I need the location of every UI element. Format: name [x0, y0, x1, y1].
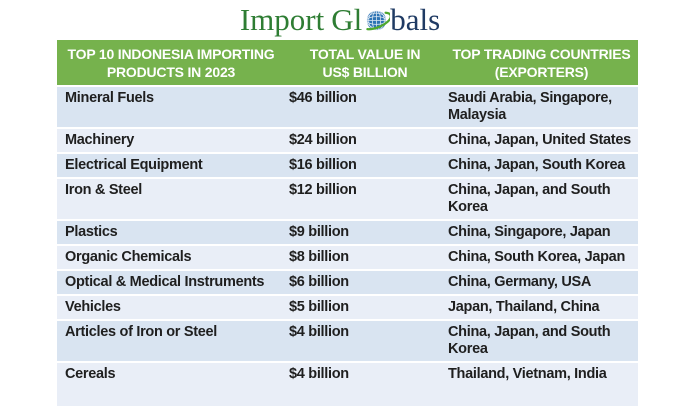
table-row: Mineral Fuels $46 billion Saudi Arabia, … [57, 87, 638, 127]
value-cell: $8 billion [289, 249, 349, 265]
header-products-column: TOP 10 INDONESIA IMPORTING PRODUCTS IN 2… [67, 45, 275, 80]
logo-text-gl: Gl [331, 2, 363, 37]
brand-logo: Import Gl bals [0, 0, 680, 40]
table-row: Cereals $4 billion Thailand, Vietnam, In… [57, 363, 638, 406]
table-row: Plastics $9 billion China, Singapore, Ja… [57, 221, 638, 244]
countries-cell: Japan, Thailand, China [448, 299, 600, 315]
logo-text-bals: bals [390, 2, 441, 37]
product-cell: Machinery [65, 132, 135, 148]
product-cell: Plastics [65, 224, 118, 240]
product-cell: Cereals [65, 366, 116, 382]
value-cell: $9 billion [289, 224, 349, 240]
table-row: Organic Chemicals $8 billion China, Sout… [57, 246, 638, 269]
countries-cell: China, South Korea, Japan [448, 249, 626, 265]
table-row: Vehicles $5 billion Japan, Thailand, Chi… [57, 296, 638, 319]
countries-cell: China, Japan, and South Korea [448, 324, 611, 357]
countries-cell: Thailand, Vietnam, India [448, 366, 607, 382]
value-cell: $24 billion [289, 132, 357, 148]
value-cell: $4 billion [289, 324, 349, 340]
header-value-column: TOTAL VALUE IN US$ BILLION [309, 45, 421, 80]
product-cell: Articles of Iron or Steel [65, 324, 218, 340]
globe-icon [363, 4, 393, 31]
value-cell: $46 billion [289, 90, 357, 106]
countries-cell: China, Japan, and South Korea [448, 182, 611, 215]
table-row: Iron & Steel $12 billion China, Japan, a… [57, 179, 638, 219]
countries-cell: China, Singapore, Japan [448, 224, 611, 240]
countries-cell: China, Germany, USA [448, 274, 592, 290]
value-cell: $16 billion [289, 157, 357, 173]
table-header-row: TOP 10 INDONESIA IMPORTING PRODUCTS IN 2… [57, 40, 638, 85]
value-cell: $4 billion [289, 366, 349, 382]
product-cell: Vehicles [65, 299, 121, 315]
table-row: Machinery $24 billion China, Japan, Unit… [57, 129, 638, 152]
product-cell: Mineral Fuels [65, 90, 154, 106]
value-cell: $12 billion [289, 182, 357, 198]
product-cell: Electrical Equipment [65, 157, 203, 173]
countries-cell: China, Japan, South Korea [448, 157, 626, 173]
import-table: TOP 10 INDONESIA IMPORTING PRODUCTS IN 2… [57, 40, 638, 406]
value-cell: $5 billion [289, 299, 349, 315]
product-cell: Iron & Steel [65, 182, 142, 198]
countries-cell: China, Japan, United States [448, 132, 631, 148]
logo-text-import: Import [239, 2, 325, 37]
table-row: Optical & Medical Instruments $6 billion… [57, 271, 638, 294]
product-cell: Organic Chemicals [65, 249, 192, 265]
table-row: Articles of Iron or Steel $4 billion Chi… [57, 321, 638, 361]
table-row: Electrical Equipment $16 billion China, … [57, 154, 638, 177]
product-cell: Optical & Medical Instruments [65, 274, 265, 290]
countries-cell: Saudi Arabia, Singapore, Malaysia [448, 90, 612, 123]
value-cell: $6 billion [289, 274, 349, 290]
header-countries-column: TOP TRADING COUNTRIES (EXPORTERS) [452, 45, 631, 80]
